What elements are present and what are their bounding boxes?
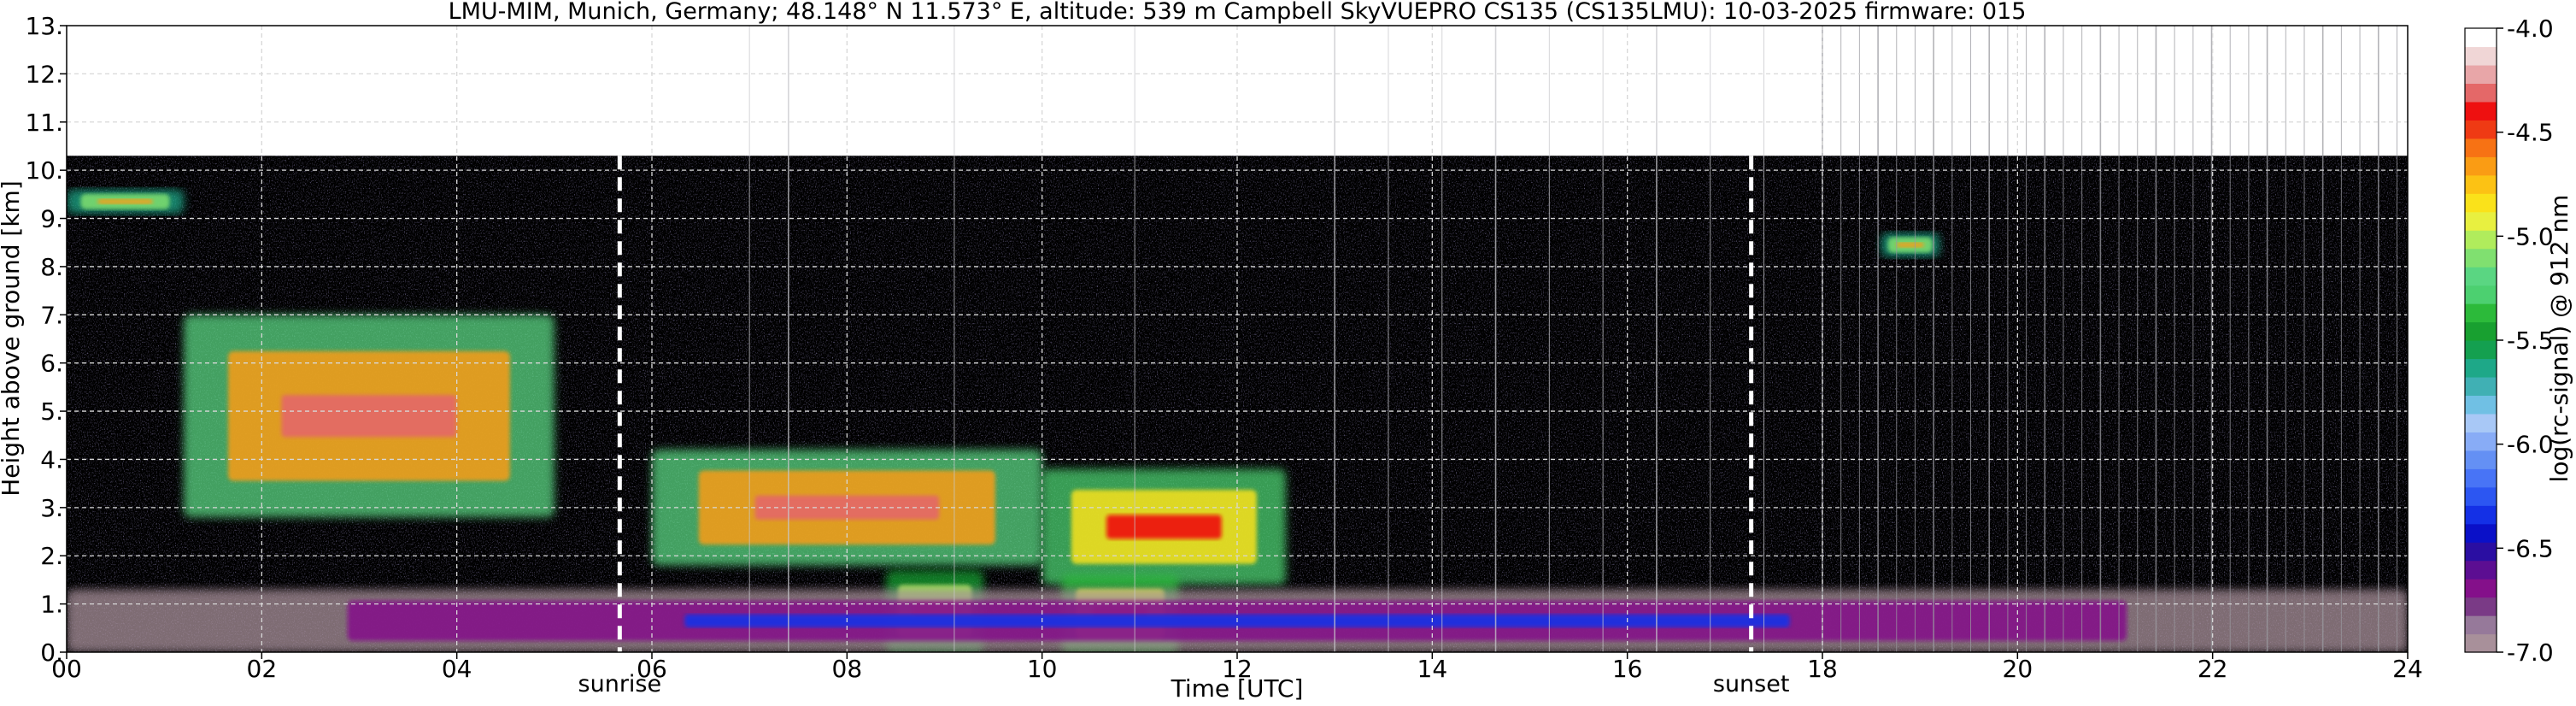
colorbar-tick-label: -5.5: [2507, 327, 2554, 355]
x-tick-label: 22: [2198, 655, 2228, 683]
colorbar-segment: [2465, 321, 2497, 341]
colorbar-segment: [2465, 64, 2497, 85]
x-tick-label: 06: [637, 655, 667, 683]
x-tick-label: 24: [2392, 655, 2423, 683]
colorbar-segment: [2465, 633, 2497, 653]
y-tick-label: 1.: [40, 591, 63, 619]
colorbar-segment: [2465, 432, 2497, 451]
colorbar-segment: [2465, 523, 2497, 543]
y-tick-label: 4.: [40, 445, 63, 474]
colorbar-segment: [2465, 303, 2497, 323]
x-tick-label: 18: [1807, 655, 1838, 683]
x-tick-label: 16: [1612, 655, 1643, 683]
colorbar-segment: [2465, 597, 2497, 616]
colorbar-segment: [2465, 413, 2497, 432]
feature-cloud: [1881, 232, 1939, 257]
x-axis: 00 02 04 06 08 10 12 14 16 18 20 22 24: [51, 652, 2423, 683]
sunset-label: sunset: [1713, 671, 1790, 697]
colorbar-segment: [2465, 230, 2497, 250]
y-tick-label: 3.: [40, 494, 63, 522]
colorbar-segment: [2465, 156, 2497, 176]
colorbar: -7.0 -6.5 -6.0 -5.5 -5.0 -4.5 -4.0: [2464, 15, 2554, 667]
colorbar-segment: [2465, 83, 2497, 103]
feature-cirrus: [67, 189, 184, 214]
y-tick-label: 7.: [40, 301, 63, 329]
colorbar-segment: [2465, 101, 2497, 121]
y-tick-label: 11.: [25, 109, 63, 137]
chart-title: LMU-MIM, Munich, Germany; 48.148° N 11.5…: [449, 0, 2027, 25]
sunrise-label: sunrise: [578, 671, 662, 697]
y-tick-label: 9.: [40, 205, 63, 233]
colorbar-segment: [2465, 28, 2497, 48]
colorbar-segment: [2465, 340, 2497, 360]
colorbar-segment: [2465, 120, 2497, 139]
x-tick-label: 04: [442, 655, 472, 683]
feature-descending-cloud: [184, 315, 555, 518]
colorbar-segment: [2465, 505, 2497, 525]
y-tick-label: 5.: [40, 397, 63, 426]
feature-cloud-layer: [1042, 468, 1287, 585]
colorbar-segment: [2465, 560, 2497, 580]
colorbar-segment: [2465, 450, 2497, 469]
colorbar-tick-label: -5.0: [2507, 222, 2554, 250]
colorbar-segment: [2465, 211, 2497, 231]
colorbar-segment: [2465, 395, 2497, 415]
colorbar-segment: [2465, 138, 2497, 157]
x-tick-label: 12: [1222, 655, 1253, 683]
colorbar-tick-label: -7.0: [2507, 638, 2554, 667]
colorbar-segment: [2465, 542, 2497, 562]
colorbar-tick-label: -6.5: [2507, 534, 2554, 562]
colorbar-segment: [2465, 248, 2497, 268]
x-tick-label: 00: [51, 655, 82, 683]
colorbar-segment: [2465, 486, 2497, 506]
y-axis: 0. 1. 2. 3. 4. 5. 6. 7. 8. 9. 10. 11. 12. 13.: [25, 12, 67, 667]
colorbar-segment: [2465, 376, 2497, 397]
colorbar-tick-label: -6.0: [2507, 431, 2554, 459]
colorbar-segment: [2465, 579, 2497, 598]
grid: [67, 26, 2408, 652]
x-tick-label: 02: [247, 655, 278, 683]
y-tick-label: 8.: [40, 253, 63, 281]
colorbar-tick-label: -4.0: [2507, 15, 2554, 43]
y-axis-label: Height above ground [km]: [0, 180, 25, 497]
y-tick-label: 6.: [40, 350, 63, 378]
colorbar-label: log(rc-signal) @ 912 nm: [2545, 195, 2573, 483]
colorbar-segment: [2465, 46, 2497, 66]
colorbar-segment: [2465, 267, 2497, 286]
colorbar-tick-label: -4.5: [2507, 119, 2554, 147]
y-tick-label: 12.: [25, 60, 63, 88]
y-tick-label: 13.: [25, 12, 63, 40]
y-tick-label: 2.: [40, 542, 63, 570]
colorbar-segment: [2465, 468, 2497, 488]
colorbar-segment: [2465, 285, 2497, 304]
colorbar-segment: [2465, 174, 2497, 194]
y-tick-label: 10.: [25, 156, 63, 185]
y-tick-label: 0.: [40, 638, 63, 667]
x-axis-label: Time [UTC]: [1171, 674, 1304, 703]
x-tick-label: 14: [1417, 655, 1448, 683]
colorbar-segment: [2465, 615, 2497, 635]
x-tick-label: 08: [832, 655, 863, 683]
colorbar-segment: [2465, 358, 2497, 378]
colorbar-segment: [2465, 193, 2497, 213]
x-tick-label: 10: [1027, 655, 1058, 683]
x-tick-label: 20: [2003, 655, 2033, 683]
